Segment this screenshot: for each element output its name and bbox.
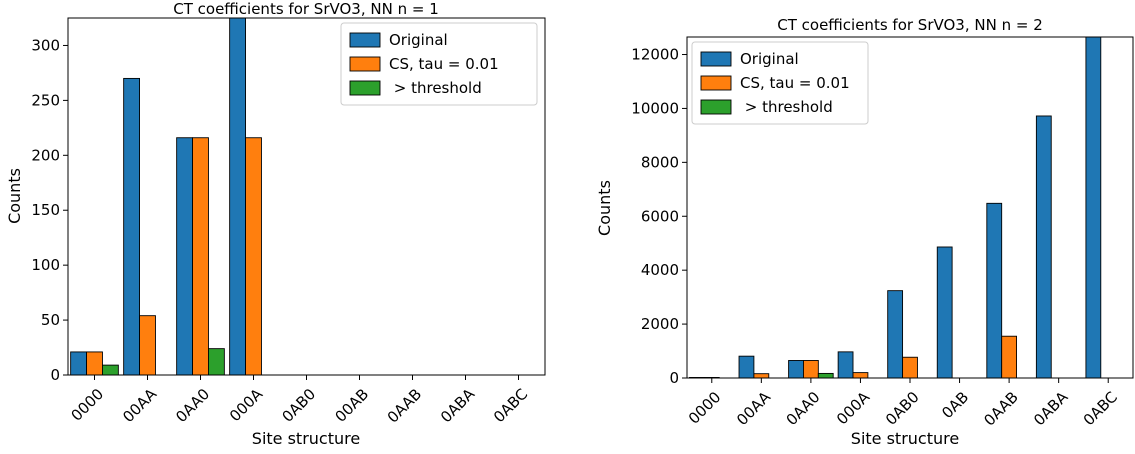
legend-label: Original: [740, 50, 799, 68]
x-tick-label: 000A: [833, 388, 874, 429]
bar-0000-series-0: [71, 352, 87, 375]
bar-0AB0-series-0: [888, 291, 903, 378]
legend-swatch: [350, 33, 380, 47]
bar-0ABA-series-0: [1036, 116, 1051, 378]
y-tick-label: 0: [669, 369, 679, 387]
y-tick-label: 0: [50, 366, 60, 384]
x-tick-label: 0AB0: [278, 385, 319, 426]
bar-000A-series-1: [853, 373, 868, 378]
y-axis-label: Counts: [595, 180, 614, 236]
legend: Original CS, tau = 0.01 > threshold: [692, 42, 868, 124]
bar-0AB-series-0: [937, 247, 952, 378]
x-axis: 0000 00AA 0AA0 000A 0AB0 00AB 0AAB 0ABA 0ABC: [68, 375, 532, 427]
bar-000A-series-1: [246, 138, 262, 375]
legend-label: > threshold: [740, 98, 833, 116]
x-tick-label: 0AA0: [172, 385, 213, 426]
x-tick-label: 0AB: [938, 388, 972, 422]
legend-swatch: [350, 81, 380, 95]
bar-0AA0-series-2: [818, 373, 833, 378]
x-tick-label: 0000: [68, 385, 108, 425]
bar-0000-series-2: [102, 365, 118, 375]
bar-00AA-series-1: [754, 374, 769, 378]
y-tick-label: 12000: [631, 46, 679, 64]
bar-0AA0-series-0: [789, 360, 804, 378]
chart-title: CT coefficients for SrVO3, NN n = 2: [777, 16, 1043, 34]
bar-0AB0-series-1: [903, 357, 918, 378]
y-tick-label: 4000: [641, 261, 679, 279]
bar-0AA0-series-2: [208, 349, 224, 375]
x-tick-label: 0000: [685, 388, 725, 428]
bar-0000-series-1: [87, 352, 103, 375]
x-tick-label: 0ABA: [1030, 388, 1072, 430]
y-axis-label: Counts: [5, 168, 24, 224]
y-tick-label: 8000: [641, 153, 679, 171]
bar-000A-series-0: [838, 352, 853, 378]
y-tick-label: 10000: [631, 99, 679, 117]
y-tick-label: 50: [41, 311, 60, 329]
bar-0AA0-series-0: [177, 138, 193, 375]
x-axis: 0000 00AA 0AA0 000A 0AB0 0AB 0AAB 0ABA 0ABC: [685, 378, 1121, 430]
x-tick-label: 000A: [226, 385, 267, 426]
legend-swatch: [701, 100, 731, 114]
bar-0AA0-series-1: [803, 360, 818, 378]
bar-0AAB-series-0: [987, 203, 1002, 378]
legend: Original CS, tau = 0.01 > threshold: [341, 23, 537, 105]
chart-nn2: CT coefficients for SrVO3, NN n = 2 0 200…: [595, 16, 1133, 448]
x-axis-label: Site structure: [252, 429, 360, 448]
x-tick-label: 00AA: [119, 385, 161, 427]
x-tick-label: 0AA0: [783, 388, 824, 429]
bar-00AA-series-0: [124, 78, 140, 375]
bar-00AA-series-1: [140, 316, 156, 375]
x-tick-label: 0AAB: [980, 388, 1022, 430]
x-tick-label: 00AA: [733, 388, 775, 430]
legend-label: CS, tau = 0.01: [389, 55, 499, 73]
x-tick-label: 0ABC: [1080, 388, 1121, 429]
bar-000A-series-0: [230, 16, 246, 375]
x-tick-label: 0ABA: [437, 385, 479, 427]
y-tick-label: 150: [31, 201, 60, 219]
legend-swatch: [701, 52, 731, 66]
bar-0AA0-series-1: [193, 138, 209, 375]
plot-area: [71, 16, 262, 375]
y-axis: 0 50 100 150 200 250 300: [31, 36, 68, 384]
bar-0AAB-series-1: [1002, 336, 1017, 378]
x-tick-label: 0ABC: [490, 385, 531, 426]
y-tick-label: 100: [31, 256, 60, 274]
y-tick-label: 2000: [641, 315, 679, 333]
bar-00AA-series-0: [739, 356, 754, 378]
legend-swatch: [350, 57, 380, 71]
legend-label: CS, tau = 0.01: [740, 74, 850, 92]
bar-0ABC-series-0: [1086, 35, 1101, 378]
x-tick-label: 0AAB: [384, 385, 426, 427]
x-axis-label: Site structure: [851, 429, 959, 448]
x-tick-label: 0AB0: [882, 388, 923, 429]
legend-swatch: [701, 76, 731, 90]
y-tick-label: 6000: [641, 207, 679, 225]
y-tick-label: 300: [31, 36, 60, 54]
chart-title: CT coefficients for SrVO3, NN n = 1: [173, 0, 439, 18]
y-axis: 0 2000 4000 6000 8000 10000 12000: [631, 46, 687, 387]
y-tick-label: 250: [31, 91, 60, 109]
chart-nn1: CT coefficients for SrVO3, NN n = 1 0 50 1…: [5, 0, 545, 448]
y-tick-label: 200: [31, 146, 60, 164]
legend-label: > threshold: [389, 79, 482, 97]
x-tick-label: 00AB: [331, 385, 372, 426]
legend-label: Original: [389, 31, 448, 49]
